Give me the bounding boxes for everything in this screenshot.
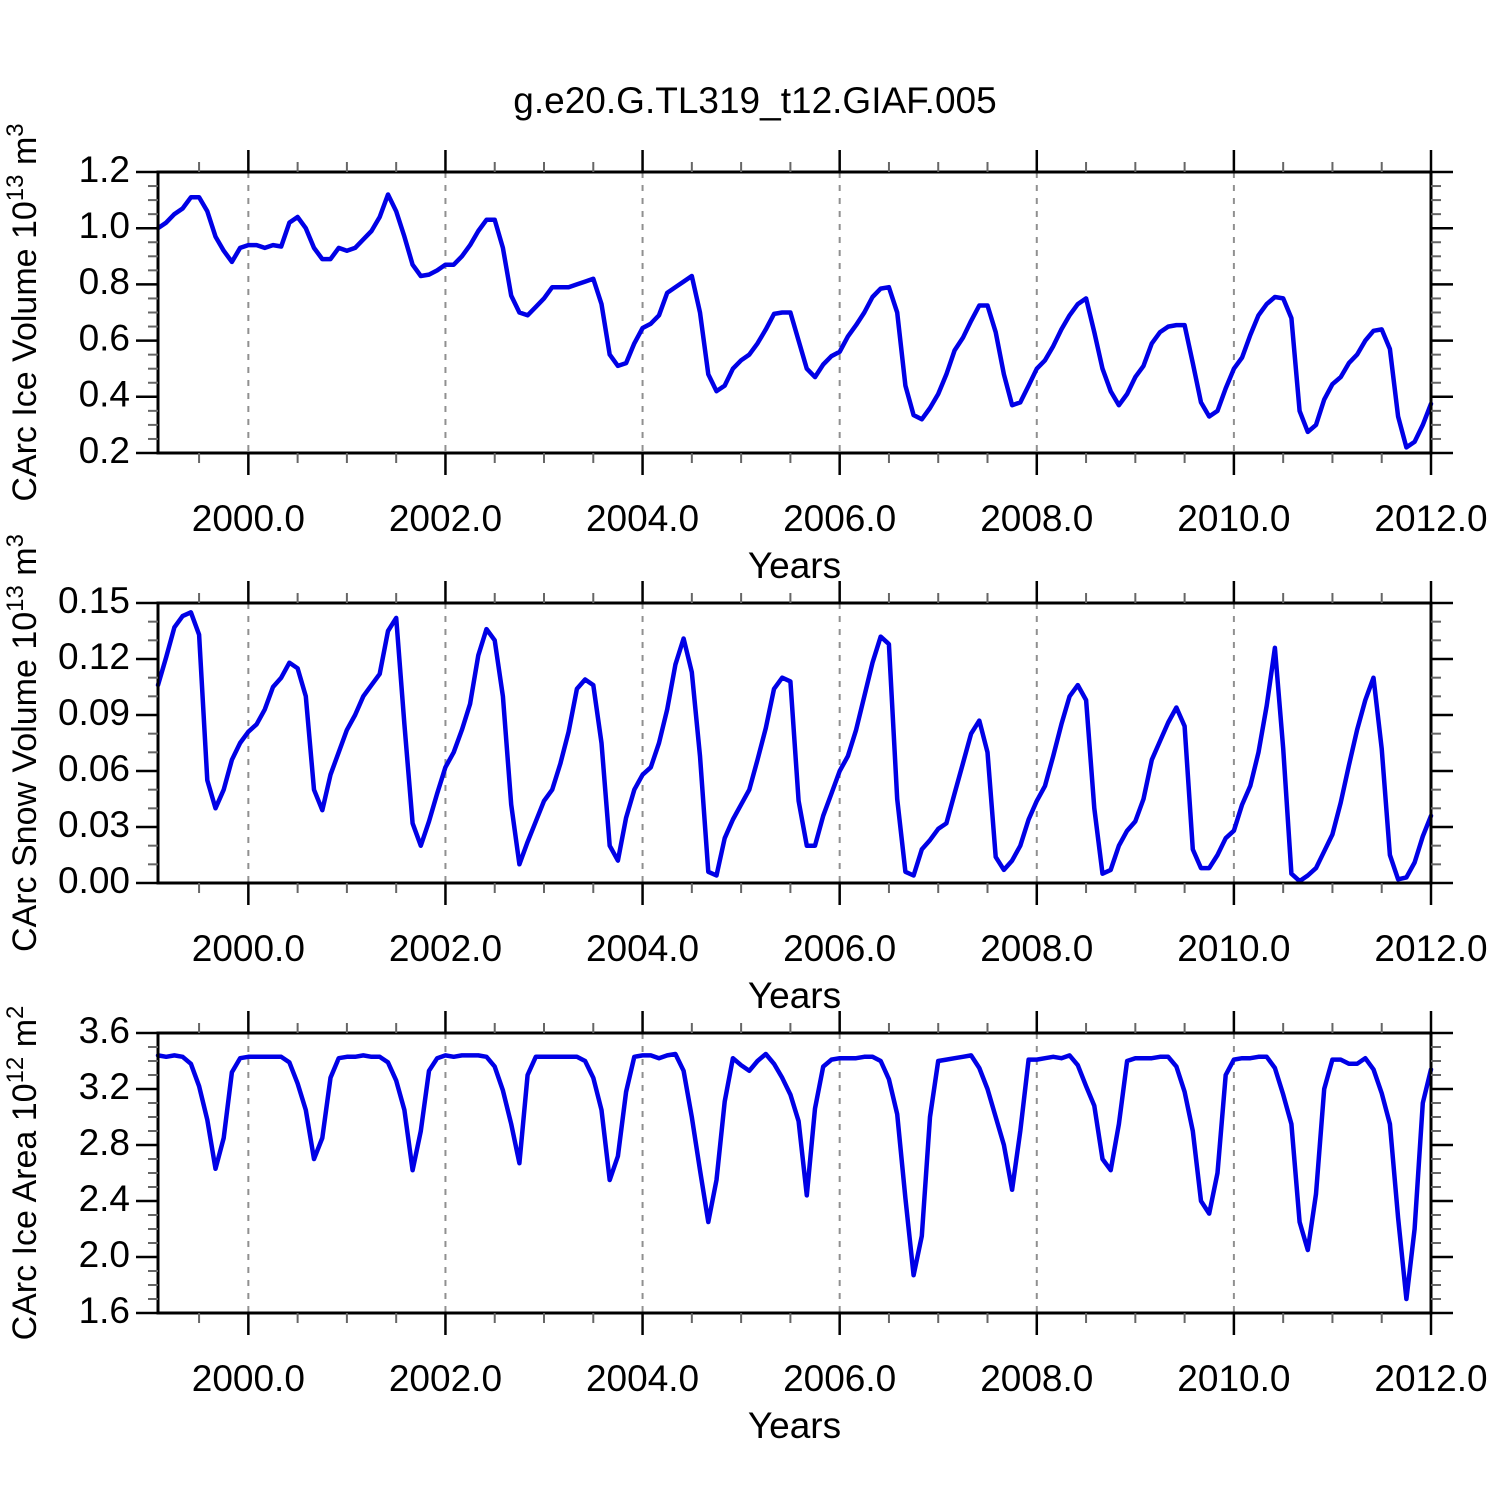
series-line-ice-volume [155, 192, 1434, 450]
y-tick-label: 0.8 [79, 261, 130, 302]
y-axis-label: CArc Ice Volume 1013 m3 [2, 123, 44, 501]
x-tick-label: 2004.0 [586, 1358, 699, 1399]
y-tick-label: 0.4 [79, 374, 130, 415]
plot-frame [156, 601, 1433, 885]
y-tick-label: 1.2 [79, 149, 130, 190]
x-tick-label: 2012.0 [1374, 498, 1487, 539]
x-tick-label: 2008.0 [980, 498, 1093, 539]
y-tick-label: 0.6 [79, 317, 130, 358]
x-tick-label: 2002.0 [389, 928, 502, 969]
x-tick-label: 2002.0 [389, 498, 502, 539]
chart-title: g.e20.G.TL319_t12.GIAF.005 [513, 80, 997, 121]
y-tick-label: 3.6 [79, 1010, 130, 1051]
x-axis-label: Years [748, 975, 841, 1016]
x-axis-label: Years [748, 545, 841, 586]
series-line-snow-volume [155, 610, 1434, 884]
x-tick-label: 2000.0 [192, 928, 305, 969]
y-tick-label: 2.4 [79, 1178, 130, 1219]
y-tick-label: 0.12 [58, 636, 130, 677]
x-tick-label: 2004.0 [586, 498, 699, 539]
x-tick-label: 2012.0 [1374, 928, 1487, 969]
x-tick-label: 2006.0 [783, 1358, 896, 1399]
y-tick-label: 0.2 [79, 430, 130, 471]
x-tick-label: 2004.0 [586, 928, 699, 969]
x-axis-label: Years [748, 1405, 841, 1446]
panel-ice-area: 2000.0 2002.0 2004.0 2006.0 2008.0 2010.0 2012… [2, 1006, 1488, 1446]
y-axis-label: CArc Snow Volume 1013 m3 [2, 534, 44, 952]
series-line-ice-area [155, 1051, 1434, 1302]
x-tick-label: 2002.0 [389, 1358, 502, 1399]
panel-ice-volume: 2000.0 2002.0 2004.0 2006.0 2008.0 2010.0 2012… [2, 123, 1488, 585]
y-axis-label: CArc Ice Area 1012 m2 [2, 1006, 44, 1341]
x-tick-label: 2012.0 [1374, 1358, 1487, 1399]
y-tick-label: 1.6 [79, 1290, 130, 1331]
y-tick-label: 0.15 [58, 580, 130, 621]
x-tick-label: 2010.0 [1177, 498, 1290, 539]
y-tick-label: 0.09 [58, 692, 130, 733]
y-tick-label: 3.2 [79, 1066, 130, 1107]
x-tick-label: 2008.0 [980, 1358, 1093, 1399]
x-tick-label: 2000.0 [192, 498, 305, 539]
y-tick-label: 0.06 [58, 748, 130, 789]
plot-frame [156, 1031, 1433, 1315]
x-tick-label: 2006.0 [783, 928, 896, 969]
x-tick-label: 2008.0 [980, 928, 1093, 969]
y-tick-label: 2.0 [79, 1234, 130, 1275]
x-tick-label: 2010.0 [1177, 1358, 1290, 1399]
y-tick-label: 0.03 [58, 804, 130, 845]
y-tick-label: 1.0 [79, 205, 130, 246]
x-tick-label: 2010.0 [1177, 928, 1290, 969]
y-tick-label: 0.00 [58, 860, 130, 901]
panel-snow-volume: 2000.0 2002.0 2004.0 2006.0 2008.0 2010.0 2012… [2, 534, 1488, 1016]
x-tick-label: 2006.0 [783, 498, 896, 539]
x-tick-label: 2000.0 [192, 1358, 305, 1399]
plot-frame [156, 170, 1433, 455]
y-tick-label: 2.8 [79, 1122, 130, 1163]
